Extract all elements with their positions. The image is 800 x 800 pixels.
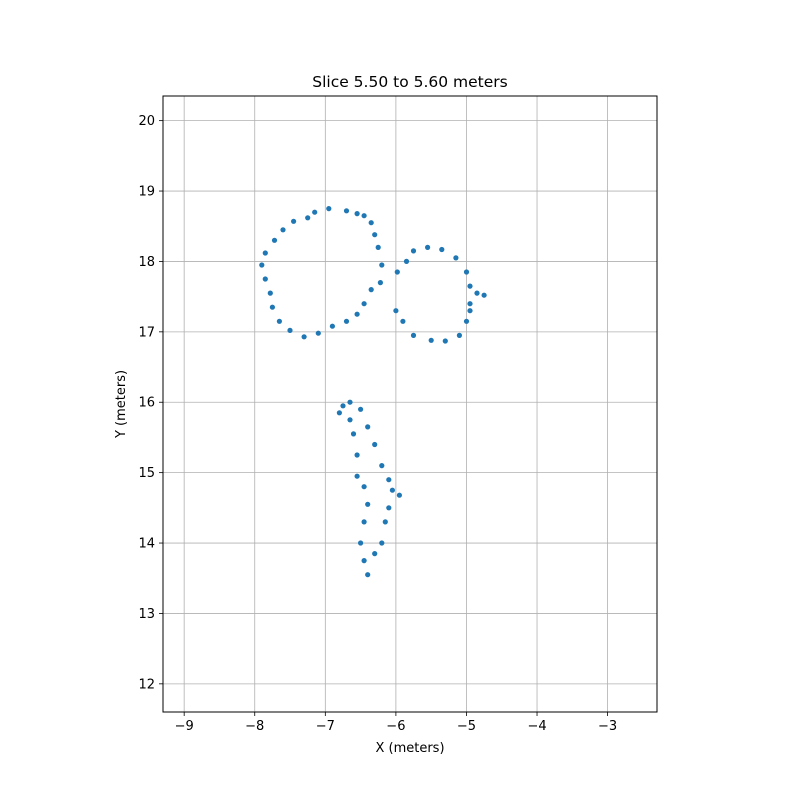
x-tick-label: −9 bbox=[175, 719, 194, 734]
data-point bbox=[372, 551, 378, 557]
data-point bbox=[442, 338, 448, 344]
data-point bbox=[379, 262, 385, 268]
data-point bbox=[467, 301, 473, 307]
data-point bbox=[305, 215, 311, 221]
data-point bbox=[382, 519, 388, 525]
data-point bbox=[463, 269, 470, 275]
data-point bbox=[326, 206, 332, 212]
data-point bbox=[350, 431, 357, 437]
data-point bbox=[467, 283, 473, 289]
grid-lines bbox=[163, 96, 657, 712]
data-point bbox=[361, 301, 367, 307]
data-points bbox=[259, 206, 487, 578]
data-point bbox=[365, 572, 371, 578]
data-point bbox=[377, 280, 383, 286]
data-point bbox=[389, 487, 395, 493]
data-point bbox=[410, 332, 417, 338]
data-point bbox=[368, 220, 374, 226]
data-point bbox=[259, 262, 265, 268]
data-point bbox=[301, 334, 307, 340]
data-point bbox=[396, 492, 402, 498]
data-point bbox=[271, 237, 278, 243]
data-point bbox=[379, 463, 385, 469]
data-point bbox=[276, 318, 282, 324]
x-axis-title: X (meters) bbox=[375, 741, 444, 756]
data-point bbox=[347, 417, 353, 423]
data-point bbox=[368, 287, 374, 293]
x-tick-label: −7 bbox=[316, 719, 335, 734]
data-point bbox=[262, 276, 268, 282]
data-point bbox=[287, 327, 293, 333]
data-point bbox=[343, 208, 350, 214]
data-point bbox=[361, 519, 367, 525]
data-point bbox=[361, 484, 367, 490]
x-tick-label: −5 bbox=[457, 719, 476, 734]
y-tick-label: 12 bbox=[138, 677, 155, 692]
data-point bbox=[386, 477, 392, 483]
data-point bbox=[394, 269, 400, 275]
x-tick-label: −8 bbox=[245, 719, 264, 734]
data-point bbox=[280, 227, 286, 233]
data-point bbox=[343, 318, 350, 324]
data-point bbox=[365, 424, 371, 430]
data-point bbox=[481, 292, 487, 298]
data-point bbox=[403, 258, 410, 264]
y-tick-label: 14 bbox=[138, 537, 155, 552]
data-point bbox=[372, 232, 378, 238]
data-point bbox=[393, 308, 399, 314]
data-point bbox=[336, 410, 342, 416]
data-point bbox=[365, 501, 371, 507]
data-point bbox=[329, 323, 335, 329]
data-point bbox=[456, 332, 462, 338]
data-point bbox=[372, 441, 378, 448]
data-point bbox=[361, 213, 367, 219]
data-point bbox=[291, 218, 297, 224]
data-point bbox=[428, 337, 434, 343]
data-point bbox=[354, 452, 360, 458]
y-axis-title: Y (meters) bbox=[114, 370, 129, 439]
data-point bbox=[262, 250, 268, 256]
data-point bbox=[474, 290, 480, 296]
data-point bbox=[354, 211, 360, 217]
data-point bbox=[340, 403, 346, 409]
y-tick-label: 15 bbox=[138, 466, 155, 481]
x-tick-label: −4 bbox=[527, 719, 546, 734]
y-tick-label: 19 bbox=[138, 185, 155, 200]
y-tick-label: 17 bbox=[138, 325, 155, 340]
data-point bbox=[358, 540, 364, 546]
y-tick-label: 20 bbox=[138, 114, 155, 129]
data-point bbox=[354, 473, 360, 479]
data-point bbox=[358, 406, 364, 412]
data-point bbox=[267, 290, 273, 296]
data-point bbox=[400, 318, 406, 324]
data-point bbox=[347, 399, 353, 405]
data-point bbox=[269, 304, 275, 310]
data-point bbox=[361, 558, 367, 564]
y-tick-label: 13 bbox=[138, 607, 155, 622]
data-point bbox=[354, 311, 360, 317]
plot-frame bbox=[162, 95, 658, 713]
x-tick-label: −6 bbox=[386, 719, 405, 734]
chart-title: Slice 5.50 to 5.60 meters bbox=[312, 73, 508, 91]
data-point bbox=[386, 505, 392, 511]
data-point bbox=[463, 318, 470, 324]
data-point bbox=[425, 244, 431, 250]
x-tick-label: −3 bbox=[598, 719, 617, 734]
data-point bbox=[312, 209, 318, 215]
y-tick-label: 16 bbox=[138, 396, 155, 411]
y-tick-label: 18 bbox=[138, 255, 155, 270]
data-point bbox=[379, 540, 385, 546]
data-point bbox=[375, 244, 381, 250]
data-point bbox=[410, 248, 417, 254]
data-point bbox=[315, 330, 321, 336]
axis-ticks: −9 −8 −7 −6 −5 −4 −3 12 13 14 15 16 17 18 19 20 bbox=[138, 114, 617, 734]
data-point bbox=[453, 255, 459, 261]
data-point bbox=[467, 308, 473, 314]
data-point bbox=[439, 246, 445, 253]
